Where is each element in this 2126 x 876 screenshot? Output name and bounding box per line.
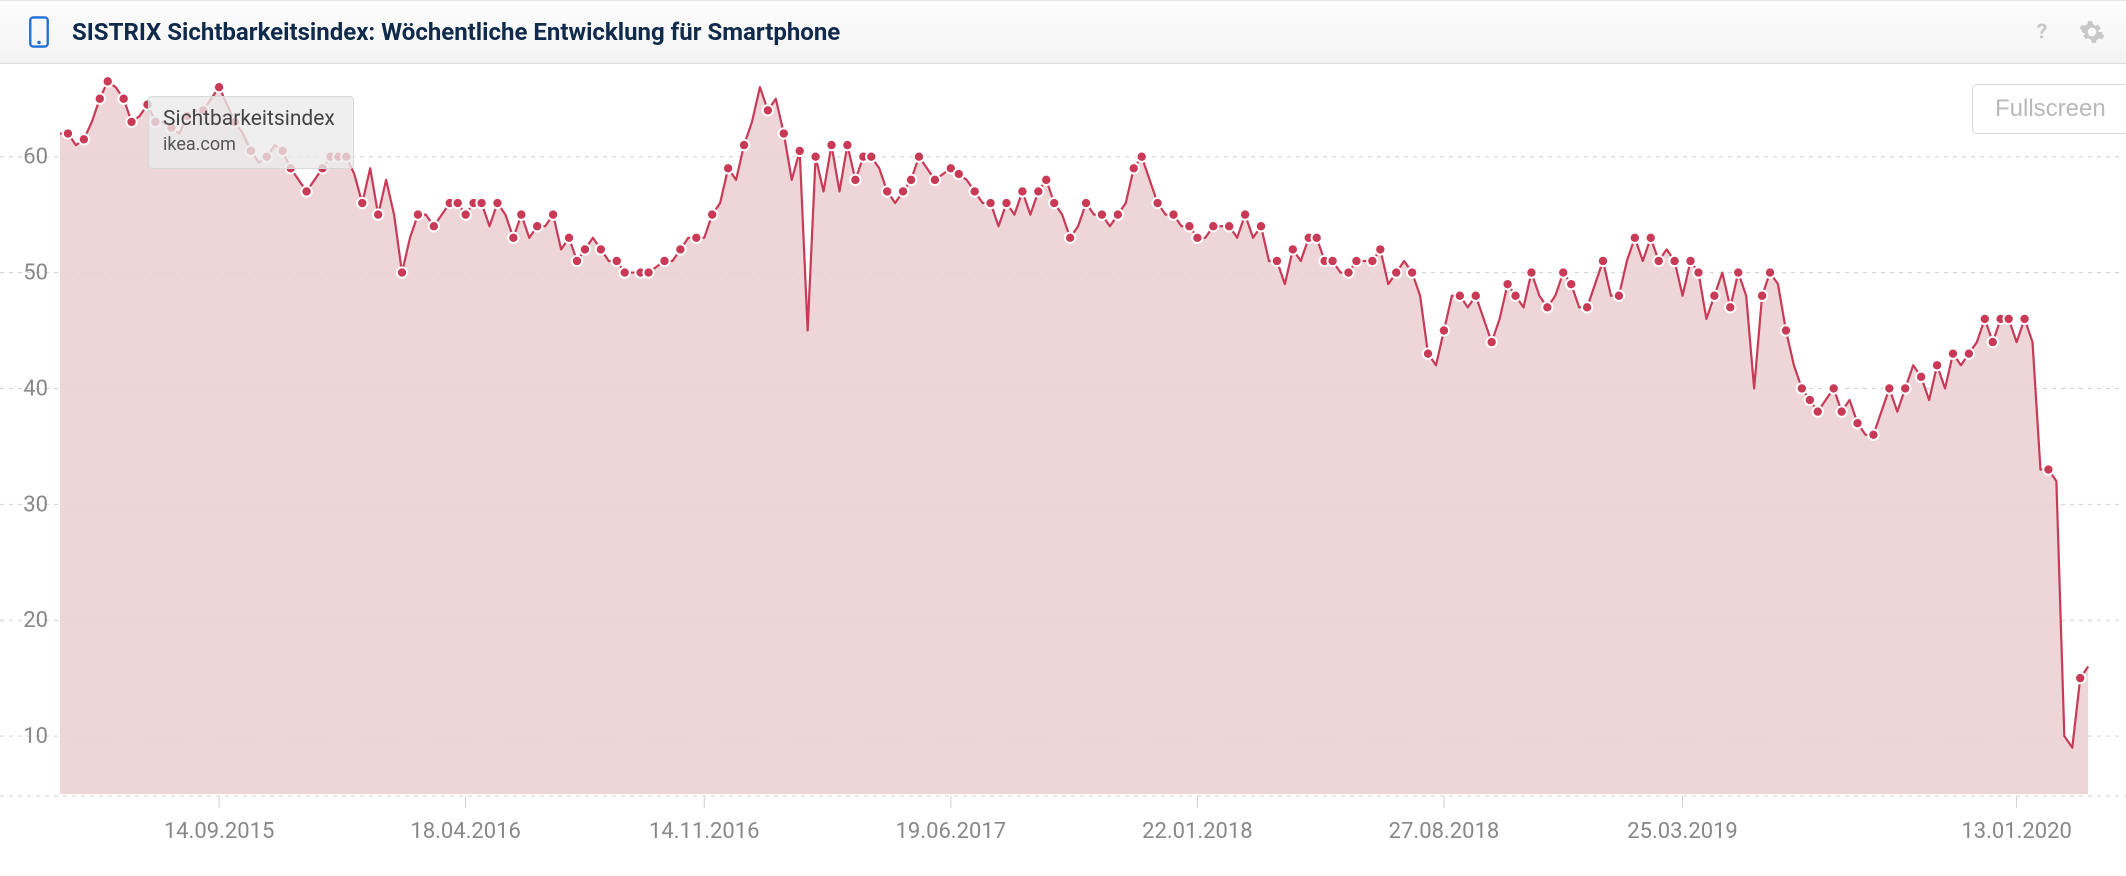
gear-icon[interactable] bbox=[2078, 18, 2106, 46]
svg-text:?: ? bbox=[2037, 20, 2048, 45]
svg-text:30: 30 bbox=[23, 492, 48, 517]
panel-header: SISTRIX Sichtbarkeitsindex: Wöchentliche… bbox=[0, 0, 2126, 64]
svg-text:22.01.2018: 22.01.2018 bbox=[1142, 819, 1253, 844]
svg-text:18.04.2016: 18.04.2016 bbox=[410, 819, 521, 844]
svg-text:25.03.2019: 25.03.2019 bbox=[1627, 819, 1738, 844]
fullscreen-button[interactable]: Fullscreen bbox=[1972, 84, 2126, 134]
smartphone-icon bbox=[28, 16, 50, 48]
chart-area: 10 20 30 40 50 60 14.09.2015 18.04.2016 14.11.20… bbox=[0, 64, 2126, 876]
svg-text:14.11.2016: 14.11.2016 bbox=[649, 819, 760, 844]
svg-text:50: 50 bbox=[23, 261, 48, 286]
visibility-panel: SISTRIX Sichtbarkeitsindex: Wöchentliche… bbox=[0, 0, 2126, 876]
svg-text:27.08.2018: 27.08.2018 bbox=[1389, 819, 1500, 844]
svg-text:40: 40 bbox=[23, 376, 48, 401]
legend-series-name: ikea.com bbox=[163, 133, 335, 157]
svg-text:13.01.2020: 13.01.2020 bbox=[1961, 819, 2072, 844]
svg-text:20: 20 bbox=[23, 608, 48, 633]
help-icon[interactable]: ? bbox=[2028, 18, 2056, 46]
visibility-chart: 10 20 30 40 50 60 14.09.2015 18.04.2016 14.11.20… bbox=[0, 64, 2126, 876]
legend-box: Sichtbarkeitsindex ikea.com bbox=[148, 96, 354, 169]
panel-title: SISTRIX Sichtbarkeitsindex: Wöchentliche… bbox=[72, 18, 2006, 46]
legend-title: Sichtbarkeitsindex bbox=[163, 105, 335, 133]
svg-text:19.06.2017: 19.06.2017 bbox=[896, 819, 1007, 844]
svg-text:10: 10 bbox=[23, 724, 48, 749]
svg-text:60: 60 bbox=[23, 145, 48, 170]
svg-text:14.09.2015: 14.09.2015 bbox=[164, 819, 275, 844]
